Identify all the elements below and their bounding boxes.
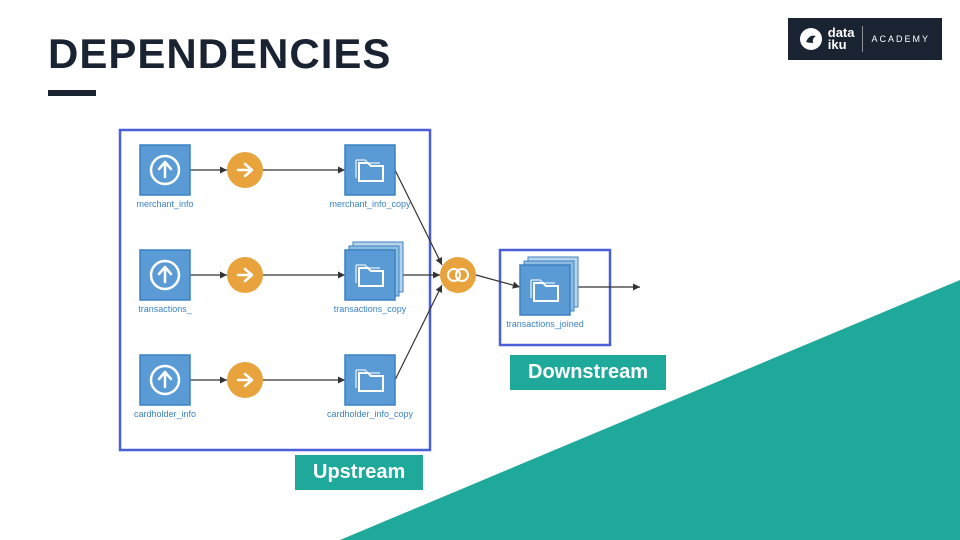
recipe-arrow-icon — [227, 362, 263, 398]
node-cardholder_info_copy: cardholder_info_copy — [327, 355, 414, 419]
recipe-join-icon — [440, 257, 476, 293]
node-transactions_copy: transactions_copy — [334, 242, 407, 314]
upstream-label: Upstream — [295, 455, 423, 490]
page-title: DEPENDENCIES — [48, 30, 391, 78]
recipe-arrow-icon — [227, 257, 263, 293]
edge — [395, 285, 442, 380]
node-label: transactions_joined — [506, 319, 584, 329]
flow-diagram: merchant_info transactions_ cardholder_inf… — [110, 120, 760, 480]
node-label: merchant_info — [136, 199, 193, 209]
node-label: transactions_copy — [334, 304, 407, 314]
logo-badge: data iku ACADEMY — [788, 18, 942, 60]
node-transactions_: transactions_ — [138, 250, 193, 314]
node-label: merchant_info_copy — [329, 199, 411, 209]
node-cardholder_info: cardholder_info — [134, 355, 196, 419]
node-label: cardholder_info_copy — [327, 409, 414, 419]
title-underline — [48, 90, 96, 96]
logo-academy: ACADEMY — [871, 34, 930, 44]
recipe-arrow-icon — [227, 152, 263, 188]
logo-divider — [862, 26, 863, 52]
logo-text: data iku — [828, 27, 855, 51]
bird-icon — [800, 28, 822, 50]
node-merchant_info: merchant_info — [136, 145, 193, 209]
node-transactions_joined: transactions_joined — [506, 257, 584, 329]
downstream-label: Downstream — [510, 355, 666, 390]
edge — [476, 275, 520, 287]
node-label: transactions_ — [138, 304, 193, 314]
node-label: cardholder_info — [134, 409, 196, 419]
